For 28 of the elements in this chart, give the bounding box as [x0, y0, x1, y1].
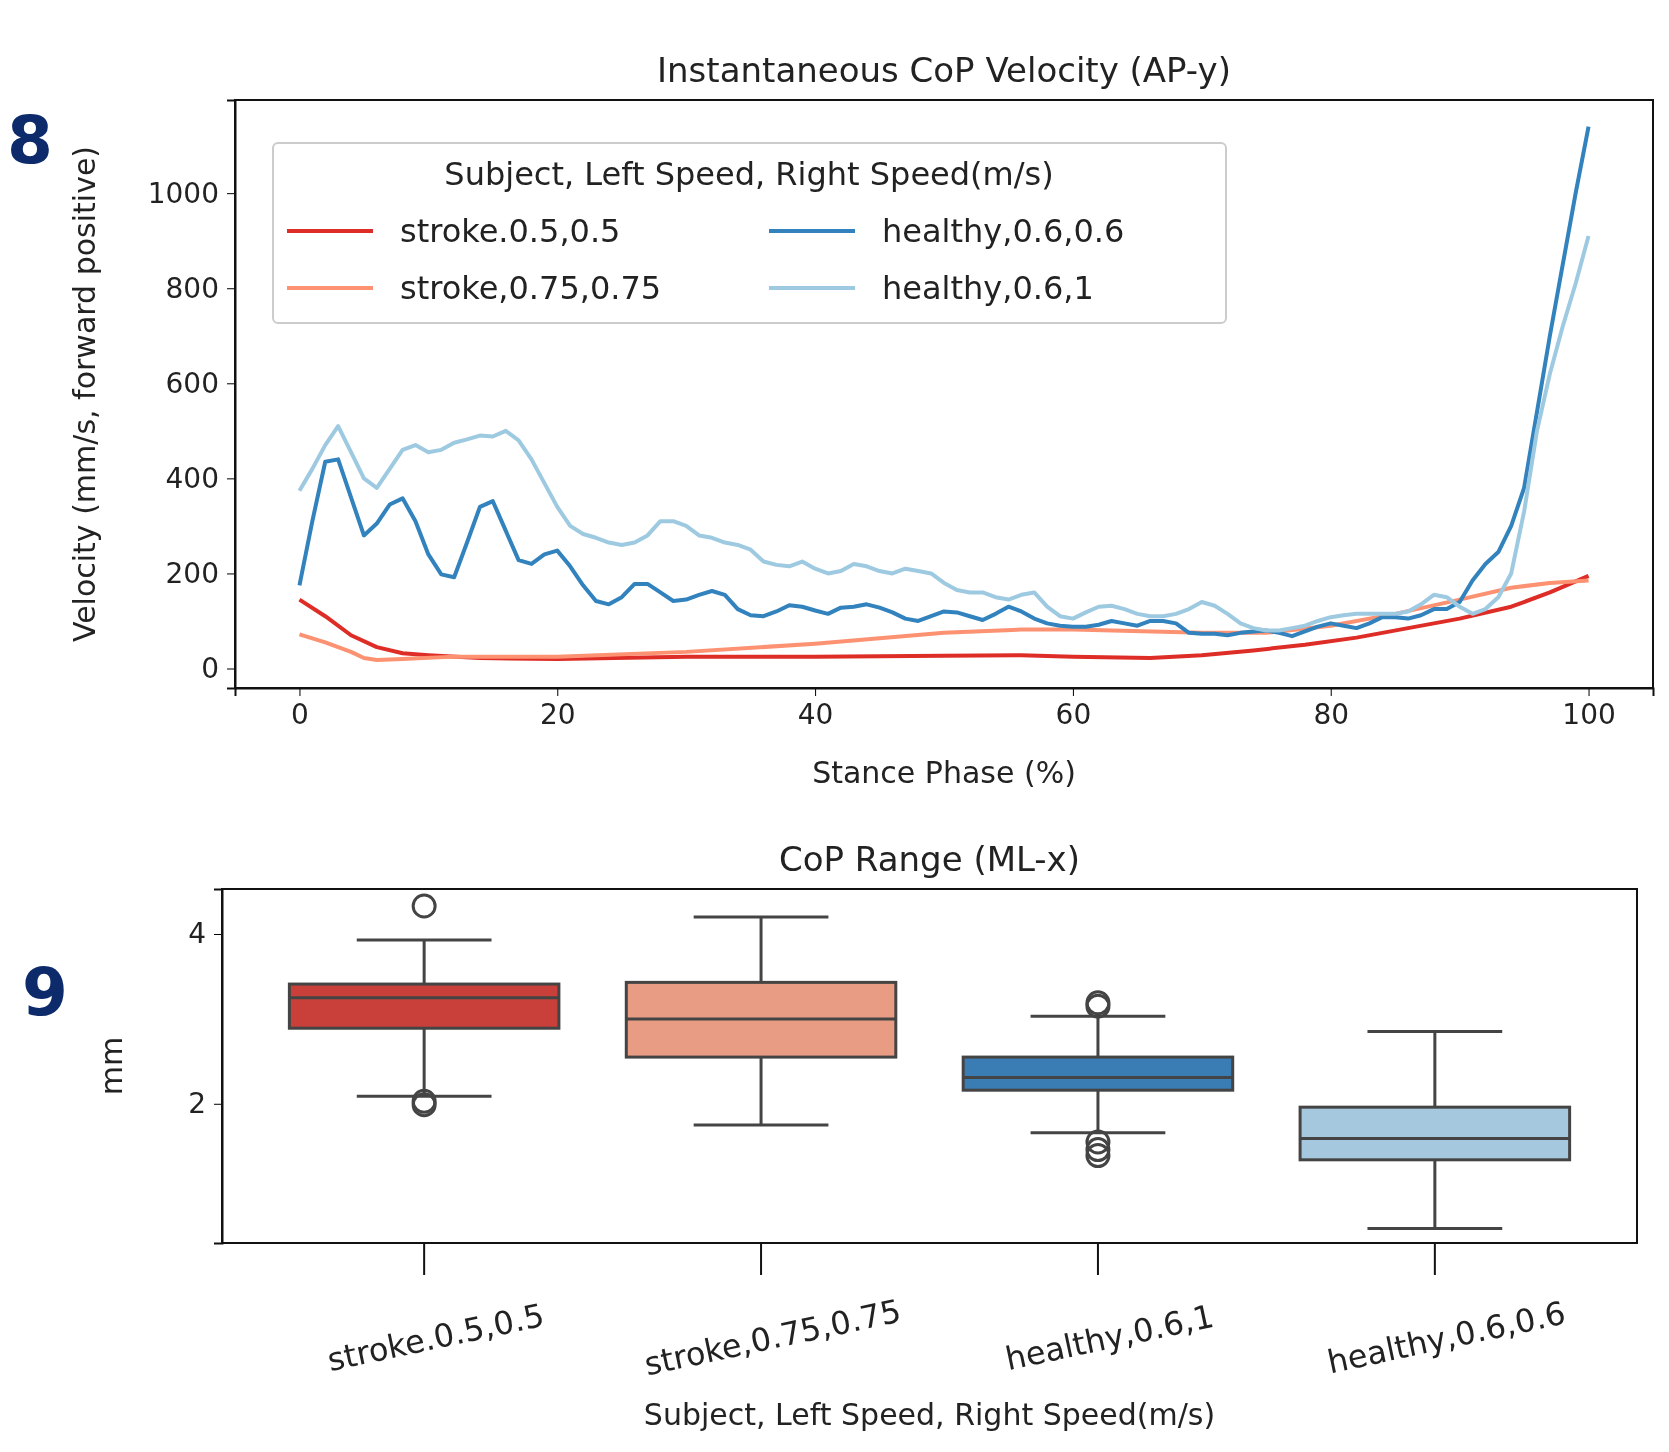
y-tick-label: 400 [165, 461, 219, 495]
legend-label: healthy,0.6,0.6 [882, 212, 1125, 250]
legend-label: stroke.0.5,0.5 [400, 212, 621, 250]
x-tick-label: 60 [1055, 697, 1092, 731]
y-tick-label: 600 [165, 366, 219, 400]
legend-label: stroke,0.75,0.75 [400, 269, 662, 307]
x-tick-label: 100 [1562, 697, 1616, 731]
y-tick-label: 2 [188, 1087, 206, 1121]
legend-title: Subject, Left Speed, Right Speed(m/s) [444, 155, 1054, 193]
y-axis-title: mm [94, 1036, 129, 1096]
line-series [297, 124, 1591, 639]
y-tick-label: 1000 [147, 176, 219, 210]
y-tick-label: 4 [188, 917, 206, 951]
chart-title: CoP Range (ML-x) [778, 839, 1081, 879]
y-tick-label: 0 [201, 651, 219, 685]
chart-title: Instantaneous CoP Velocity (AP-y) [657, 50, 1231, 90]
y-tick-label: 800 [165, 271, 219, 305]
x-axis-title: Stance Phase (%) [812, 755, 1076, 790]
x-tick-label: 40 [797, 697, 834, 731]
y-tick-label: 200 [165, 556, 219, 590]
text: 8 [7, 102, 53, 179]
x-tick-label: 20 [539, 697, 576, 731]
x-tick-label: 80 [1313, 697, 1350, 731]
x-tick-label: 0 [291, 697, 309, 731]
text: 9 [22, 954, 68, 1031]
legend-label: healthy,0.6,1 [882, 269, 1094, 307]
x-axis-title: Subject, Left Speed, Right Speed(m/s) [643, 1397, 1216, 1432]
y-axis-title: Velocity (mm/s, forward positive) [67, 145, 102, 643]
